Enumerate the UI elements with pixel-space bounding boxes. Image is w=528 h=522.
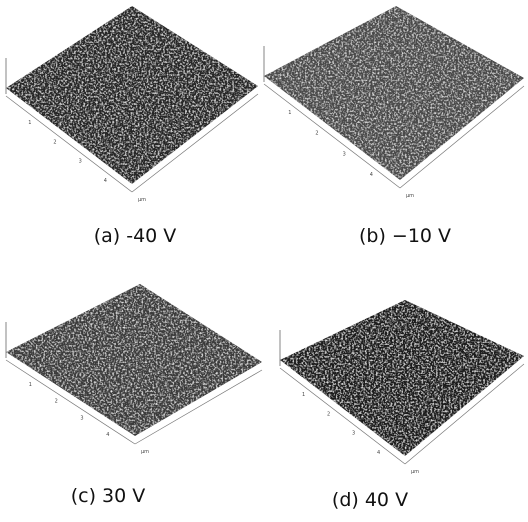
afm-panel: 1 2 3 4 μm (c) 30 V — [6, 284, 262, 507]
tick-label: 4 — [106, 432, 109, 438]
caption: (d) 40 V — [332, 489, 408, 511]
surface — [264, 6, 524, 180]
tick-label: 2 — [327, 411, 330, 417]
tick-label: 2 — [315, 131, 318, 137]
caption: (b) −10 V — [359, 225, 451, 247]
tick-label: 1 — [28, 120, 31, 126]
unit-label: μm — [406, 193, 414, 199]
tick-label: 1 — [29, 382, 32, 388]
unit-label: μm — [138, 197, 146, 203]
surface — [6, 6, 258, 184]
tick-label: 3 — [80, 415, 83, 421]
unit-label: μm — [141, 449, 149, 455]
surface — [6, 284, 262, 436]
afm-panel: 1 2 3 4 μm (b) −10 V — [264, 6, 524, 247]
tick-label: 3 — [352, 431, 355, 437]
caption: (a) -40 V — [94, 225, 177, 247]
afm-panel: 1 2 3 4 μm (d) 40 V — [280, 300, 524, 511]
tick-label: 1 — [288, 110, 291, 116]
tick-label: 3 — [79, 159, 82, 165]
tick-label: 1 — [302, 392, 305, 398]
surface — [280, 300, 524, 456]
caption: (c) 30 V — [71, 485, 146, 507]
tick-label: 4 — [377, 450, 380, 456]
unit-label: μm — [411, 469, 419, 475]
tick-label: 2 — [55, 399, 58, 405]
tick-label: 2 — [53, 139, 56, 145]
tick-label: 4 — [370, 172, 373, 178]
afm-panel: 1 2 3 4 μm (a) -40 V — [6, 6, 258, 247]
tick-label: 3 — [343, 151, 346, 157]
figure: 1 2 3 4 μm (a) -40 V 1 2 3 4 μm (b) −10 V 1 2 3 4 μm (c) … — [0, 0, 528, 522]
tick-label: 4 — [104, 178, 107, 184]
